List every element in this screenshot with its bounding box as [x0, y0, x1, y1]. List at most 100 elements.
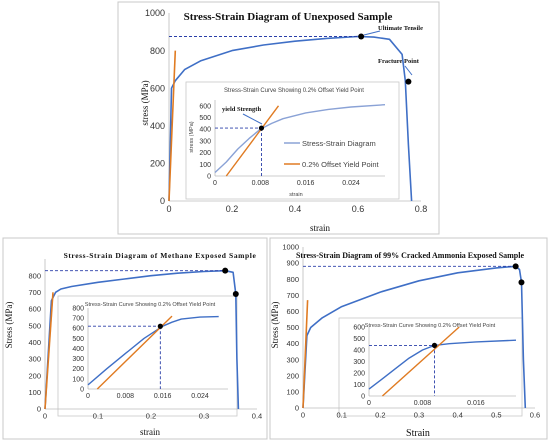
annotation-arrow-yield	[242, 113, 263, 125]
chart2-y-tick-label: 400	[286, 339, 299, 348]
inset-y-axis-label-unexposed: stress (MPa)	[189, 121, 195, 152]
inset0-x-tick-label: 0	[213, 180, 217, 187]
chart0-x-tick-label: 0.2	[226, 204, 239, 214]
chart2-x-tick-label: 0.2	[375, 411, 385, 420]
inset1-y-tick-label: 400	[72, 346, 84, 353]
inset1-x-tick-label: 0.016	[154, 393, 172, 400]
annotation-arrow-fracture	[404, 65, 413, 76]
panel-unexposed-frame	[117, 1, 440, 235]
chart0-y-tick-label: 200	[150, 159, 165, 169]
chart-title-ammonia: Stress-Strain Diagram of 99% Cracked Amm…	[296, 251, 525, 260]
chart2-y-tick-label: 0	[295, 404, 299, 413]
panel-ammonia-frame	[269, 237, 548, 440]
inset2-y-tick-label: 500	[353, 336, 365, 343]
x-axis-label-unexposed: strain	[310, 223, 330, 233]
inset0-yield-marker	[258, 125, 265, 131]
chart1-y-tick-label: 700	[28, 288, 41, 297]
inset2-y-tick-label: 0	[361, 393, 365, 400]
inset2-x-tick-label: 0	[367, 400, 371, 407]
inset0-y-tick-label: 200	[199, 150, 211, 157]
x-axis-label-methane: strain	[140, 427, 160, 437]
chart0-marker-point-1	[405, 78, 412, 85]
inset-unexposed-frame	[185, 81, 400, 200]
chart1-marker-point-1	[232, 291, 239, 297]
chart0-y-tick-label: 800	[150, 46, 165, 56]
chart0-x-tick-label: 0.6	[352, 204, 365, 214]
y-axis-label-methane: Stress (MPa)	[4, 302, 14, 349]
inset0-x-tick-label: 0.008	[252, 180, 270, 187]
chart1-y-tick-label: 800	[28, 271, 41, 280]
inset0-y-tick-label: 100	[199, 162, 211, 169]
inset2-y-tick-label: 100	[353, 382, 365, 389]
chart2-x-tick-label: 0.6	[530, 411, 540, 420]
inset-x-axis-label-unexposed: strain	[289, 192, 302, 198]
inset1-y-tick-label: 500	[72, 336, 84, 343]
chart0-series-line-1	[168, 50, 177, 202]
inset0-x-tick-label: 0.016	[297, 180, 315, 187]
chart2-y-tick-label: 900	[286, 259, 299, 268]
chart1-marker-point-0	[222, 267, 229, 274]
inset-methane-frame	[57, 295, 238, 417]
chart1-y-tick-label: 100	[28, 388, 41, 397]
chart2-marker-point-0	[512, 263, 519, 270]
inset0-y-tick-label: 400	[199, 127, 211, 134]
inset1-y-tick-label: 700	[72, 316, 84, 323]
chart2-x-tick-label: 0.3	[414, 411, 424, 420]
chart-title-methane: Stress-Strain Diagram of Methane Exposed…	[64, 251, 257, 260]
chart2-y-tick-label: 800	[286, 275, 299, 284]
inset1-y-tick-label: 100	[72, 376, 84, 383]
inset1-y-tick-label: 200	[72, 366, 84, 373]
inset-legend-unexposed: Stress-Strain Diagram 0.2% Offset Yield …	[284, 139, 379, 169]
legend-label-stress-strain: Stress-Strain Diagram	[302, 139, 376, 148]
chart2-x-tick-label: 0.5	[491, 411, 501, 420]
y-axis-label-unexposed: stress (MPa)	[140, 80, 150, 125]
chart2-y-tick-label: 500	[286, 323, 299, 332]
chart0-y-tick-label: 0	[160, 196, 165, 206]
inset0-y-tick-label: 300	[199, 138, 211, 145]
chart1-y-tick-label: 0	[37, 405, 41, 414]
inset-ammonia-frame	[338, 317, 523, 417]
inset1-yield-marker	[157, 323, 163, 329]
chart0-series-line-0	[168, 35, 413, 202]
inset2-y-tick-label: 200	[353, 370, 365, 377]
chart2-x-tick-label: 0.1	[336, 411, 346, 420]
inset1-y-tick-label: 0	[80, 386, 84, 393]
inset1-x-tick-label: 0.024	[191, 393, 209, 400]
chart2-y-tick-label: 200	[286, 371, 299, 380]
chart0-x-tick-label: 0.4	[289, 204, 302, 214]
inset0-x-tick-label: 0.024	[342, 180, 360, 187]
chart1-x-tick-label: 0.2	[146, 412, 156, 421]
inset2-y-tick-label: 600	[353, 324, 365, 331]
inset1-x-tick-label: 0	[86, 393, 90, 400]
chart1-x-tick-label: 0.3	[199, 412, 209, 421]
inset1-y-tick-label: 800	[72, 305, 84, 312]
inset0-series-line-1	[225, 105, 280, 177]
inset1-y-tick-label: 600	[72, 326, 84, 333]
chart1-x-tick-label: 0.1	[93, 412, 103, 421]
chart1-y-tick-label: 600	[28, 305, 41, 314]
chart1-x-tick-label: 0.4	[252, 412, 262, 421]
chart0-marker-point-0	[358, 33, 365, 40]
chart2-series-line-1	[302, 300, 309, 409]
inset-title-unexposed: Stress-Strain Curve Showing 0.2% Offset …	[224, 88, 364, 94]
annotation-yield-strength: yield Strength	[222, 106, 261, 113]
inset-title-ammonia: Stress-Strain Curve Showing 0.2% Offset …	[365, 323, 496, 329]
chart1-x-tick-label: 0	[43, 412, 47, 421]
chart2-x-tick-label: 0	[301, 411, 305, 420]
inset2-y-tick-label: 400	[353, 347, 365, 354]
chart0-y-tick-label: 1000	[145, 8, 165, 18]
chart1-series-line-0	[44, 269, 240, 410]
panel-methane-frame	[2, 237, 268, 440]
chart1-y-tick-label: 400	[28, 338, 41, 347]
inset0-y-tick-label: 500	[199, 115, 211, 122]
chart1-series-line-1	[44, 292, 54, 410]
chart0-y-tick-label: 600	[150, 83, 165, 93]
inset2-x-tick-label: 0.008	[414, 400, 432, 407]
chart2-y-tick-label: 1000	[282, 243, 299, 252]
inset2-series-line-1	[381, 326, 460, 397]
inset2-yield-marker	[431, 342, 438, 348]
annotation-fracture-point: Fracture Point	[378, 58, 420, 65]
chart2-marker-point-1	[518, 279, 525, 286]
